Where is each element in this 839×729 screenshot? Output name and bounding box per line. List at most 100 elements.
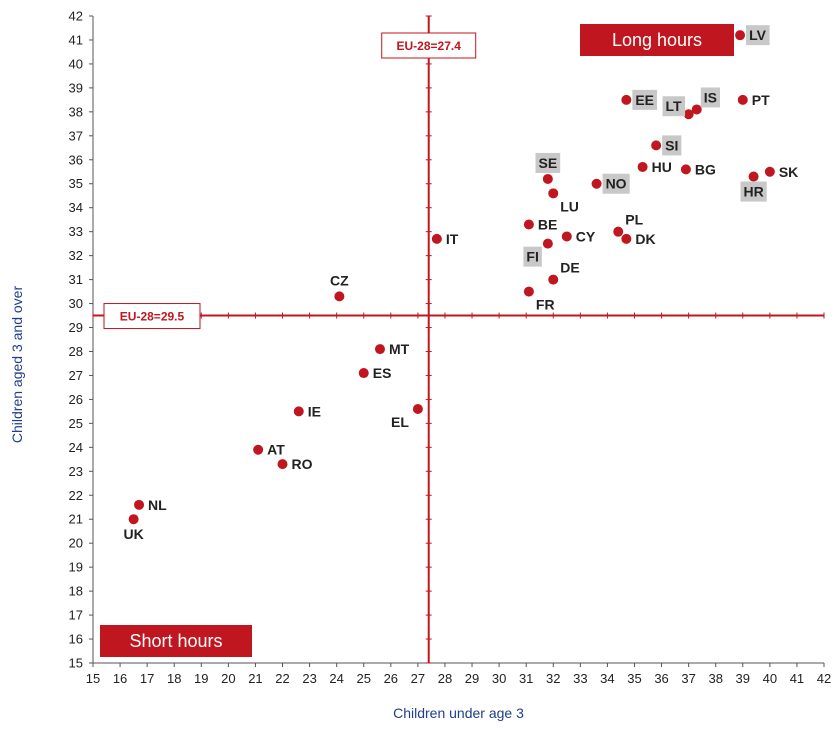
point-label-is: IS bbox=[704, 89, 717, 105]
x-tick-label: 42 bbox=[817, 671, 831, 686]
region-label: Short hours bbox=[129, 631, 222, 651]
point-cz bbox=[334, 291, 345, 302]
point-it bbox=[431, 233, 442, 244]
point-label-cz: CZ bbox=[330, 272, 349, 288]
y-tick-label: 36 bbox=[69, 152, 83, 167]
x-tick-label: 39 bbox=[736, 671, 750, 686]
point-se bbox=[542, 173, 553, 184]
point-label-lv: LV bbox=[749, 27, 767, 43]
point-lv bbox=[735, 30, 746, 41]
y-tick-label: 18 bbox=[69, 584, 83, 599]
point-de bbox=[548, 274, 559, 285]
highlight-box bbox=[632, 89, 658, 110]
point-pl bbox=[613, 226, 624, 237]
y-tick-label: 35 bbox=[69, 176, 83, 191]
highlight-box bbox=[535, 152, 561, 173]
x-tick-label: 37 bbox=[681, 671, 695, 686]
x-tick-label: 31 bbox=[519, 671, 533, 686]
y-tick-label: 16 bbox=[69, 632, 83, 647]
point-be bbox=[523, 219, 534, 230]
x-tick-label: 19 bbox=[194, 671, 208, 686]
point-label-ro: RO bbox=[292, 456, 313, 472]
y-tick-label: 34 bbox=[69, 200, 83, 215]
point-label-pt: PT bbox=[752, 92, 770, 108]
point-label-lu: LU bbox=[560, 198, 579, 214]
point-label-pl: PL bbox=[625, 212, 643, 228]
x-tick-label: 34 bbox=[600, 671, 614, 686]
highlight-box bbox=[662, 96, 686, 117]
point-hu bbox=[637, 161, 648, 172]
y-tick-label: 42 bbox=[69, 9, 83, 24]
point-label-bg: BG bbox=[695, 161, 716, 177]
point-label-fi: FI bbox=[526, 249, 538, 265]
y-tick-label: 41 bbox=[69, 32, 83, 47]
y-tick-label: 24 bbox=[69, 440, 83, 455]
eu28-y-label-box bbox=[103, 303, 201, 330]
x-tick-label: 25 bbox=[357, 671, 371, 686]
highlight-box bbox=[602, 173, 630, 194]
point-ro bbox=[277, 459, 288, 470]
y-tick-label: 21 bbox=[69, 512, 83, 527]
x-tick-label: 15 bbox=[86, 671, 100, 686]
point-fr bbox=[523, 286, 534, 297]
x-tick-label: 38 bbox=[708, 671, 722, 686]
point-label-at: AT bbox=[267, 442, 285, 458]
point-dk bbox=[621, 233, 632, 244]
point-label-sk: SK bbox=[779, 164, 798, 180]
x-tick-label: 17 bbox=[140, 671, 154, 686]
x-tick-label: 24 bbox=[329, 671, 343, 686]
x-tick-label: 33 bbox=[573, 671, 587, 686]
point-label-no: NO bbox=[606, 176, 627, 192]
x-tick-label: 36 bbox=[654, 671, 668, 686]
region-label: Long hours bbox=[612, 30, 702, 50]
eu28-x-label-box bbox=[381, 32, 477, 59]
x-tick-label: 28 bbox=[438, 671, 452, 686]
x-tick-labels: 15 16 17 18 19 20 21 22 23 24 25 26 27 28 29 30 31 32 33 34… bbox=[86, 663, 831, 686]
point-label-lt: LT bbox=[666, 98, 683, 114]
y-tick-label: 32 bbox=[69, 248, 83, 263]
point-label-hr: HR bbox=[743, 184, 763, 200]
x-tick-label: 41 bbox=[790, 671, 804, 686]
point-mt bbox=[374, 344, 385, 355]
point-nl bbox=[134, 499, 145, 510]
x-tick-label: 40 bbox=[763, 671, 777, 686]
point-lu bbox=[548, 188, 559, 199]
reference-lines: EU-28=27.4 EU-28=29.5 bbox=[92, 15, 825, 664]
y-tick-label: 40 bbox=[69, 56, 83, 71]
y-tick-label: 29 bbox=[69, 320, 83, 335]
y-tick-label: 19 bbox=[69, 560, 83, 575]
y-tick-label: 26 bbox=[69, 392, 83, 407]
axes bbox=[92, 16, 824, 664]
highlight-box bbox=[700, 87, 720, 108]
x-tick-label: 26 bbox=[384, 671, 398, 686]
point-label-nl: NL bbox=[148, 497, 167, 513]
point-label-el: EL bbox=[391, 414, 409, 430]
point-label-fr: FR bbox=[536, 297, 555, 313]
point-el bbox=[412, 403, 423, 414]
point-cy bbox=[561, 231, 572, 242]
y-tick-label: 30 bbox=[69, 296, 83, 311]
y-tick-label: 23 bbox=[69, 464, 83, 479]
point-bg bbox=[680, 164, 691, 175]
y-tick-label: 31 bbox=[69, 272, 83, 287]
y-tick-label: 20 bbox=[69, 536, 83, 551]
x-tick-label: 21 bbox=[248, 671, 262, 686]
x-tick-label: 20 bbox=[221, 671, 235, 686]
point-ie bbox=[293, 406, 304, 417]
point-ee bbox=[621, 94, 632, 105]
x-tick-label: 35 bbox=[627, 671, 641, 686]
point-label-mt: MT bbox=[389, 341, 410, 357]
x-tick-label: 29 bbox=[465, 671, 479, 686]
eu28-y-label: EU-28=29.5 bbox=[120, 310, 185, 324]
y-tick-label: 39 bbox=[69, 80, 83, 95]
point-lt bbox=[683, 109, 694, 120]
point-is bbox=[691, 104, 702, 115]
x-axis-title: Children under age 3 bbox=[393, 705, 524, 721]
y-axis-title: Children aged 3 and over bbox=[9, 286, 25, 444]
highlight-box bbox=[662, 135, 682, 156]
y-tick-label: 17 bbox=[69, 608, 83, 623]
point-es bbox=[358, 368, 369, 379]
point-label-hu: HU bbox=[652, 159, 672, 175]
